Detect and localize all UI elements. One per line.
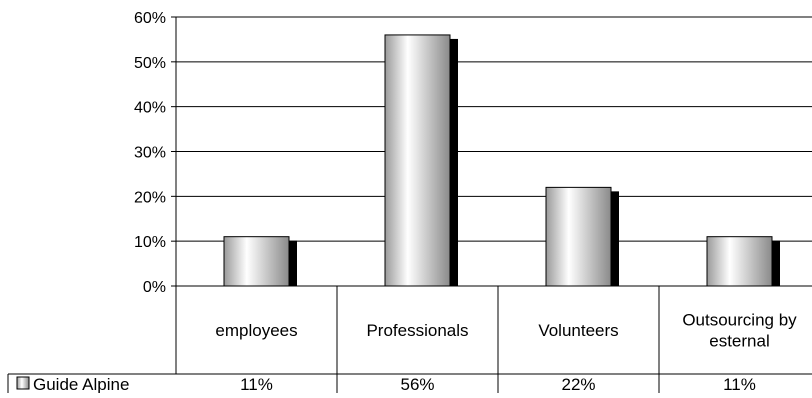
bar-group <box>545 186 619 287</box>
data-label: 11% <box>240 375 273 393</box>
y-tick-label: 10% <box>134 234 166 251</box>
category-label: esternal <box>709 332 769 351</box>
data-label: 22% <box>561 375 595 393</box>
bar <box>706 236 773 287</box>
data-label: 11% <box>723 375 756 393</box>
category-label: employees <box>215 321 297 340</box>
category-label: Professionals <box>366 321 468 340</box>
series-label: Guide Alpine <box>33 375 129 393</box>
bar <box>384 34 451 287</box>
category-label: Volunteers <box>538 321 618 340</box>
y-tick-label: 0% <box>143 279 166 296</box>
bar-group <box>384 34 458 287</box>
y-tick-label: 50% <box>134 55 166 72</box>
data-label: 56% <box>400 375 434 393</box>
data-table: employees Professionals Volunteers Outsourc… <box>7 286 812 394</box>
bar <box>545 186 612 287</box>
category-label: Outsourcing by <box>682 311 797 330</box>
y-tick-label: 40% <box>134 100 166 117</box>
bar-group <box>223 236 297 287</box>
y-tick-label: 60% <box>134 10 166 27</box>
y-tick-label: 20% <box>134 189 166 206</box>
y-tick-label: 30% <box>134 145 166 162</box>
bar-group <box>706 236 780 287</box>
y-axis: 0% 10% 20% 30% 40% 50% 60% <box>134 10 812 374</box>
bars <box>223 34 780 287</box>
gridlines <box>176 16 812 242</box>
bar <box>223 236 290 287</box>
legend-key <box>16 376 30 390</box>
